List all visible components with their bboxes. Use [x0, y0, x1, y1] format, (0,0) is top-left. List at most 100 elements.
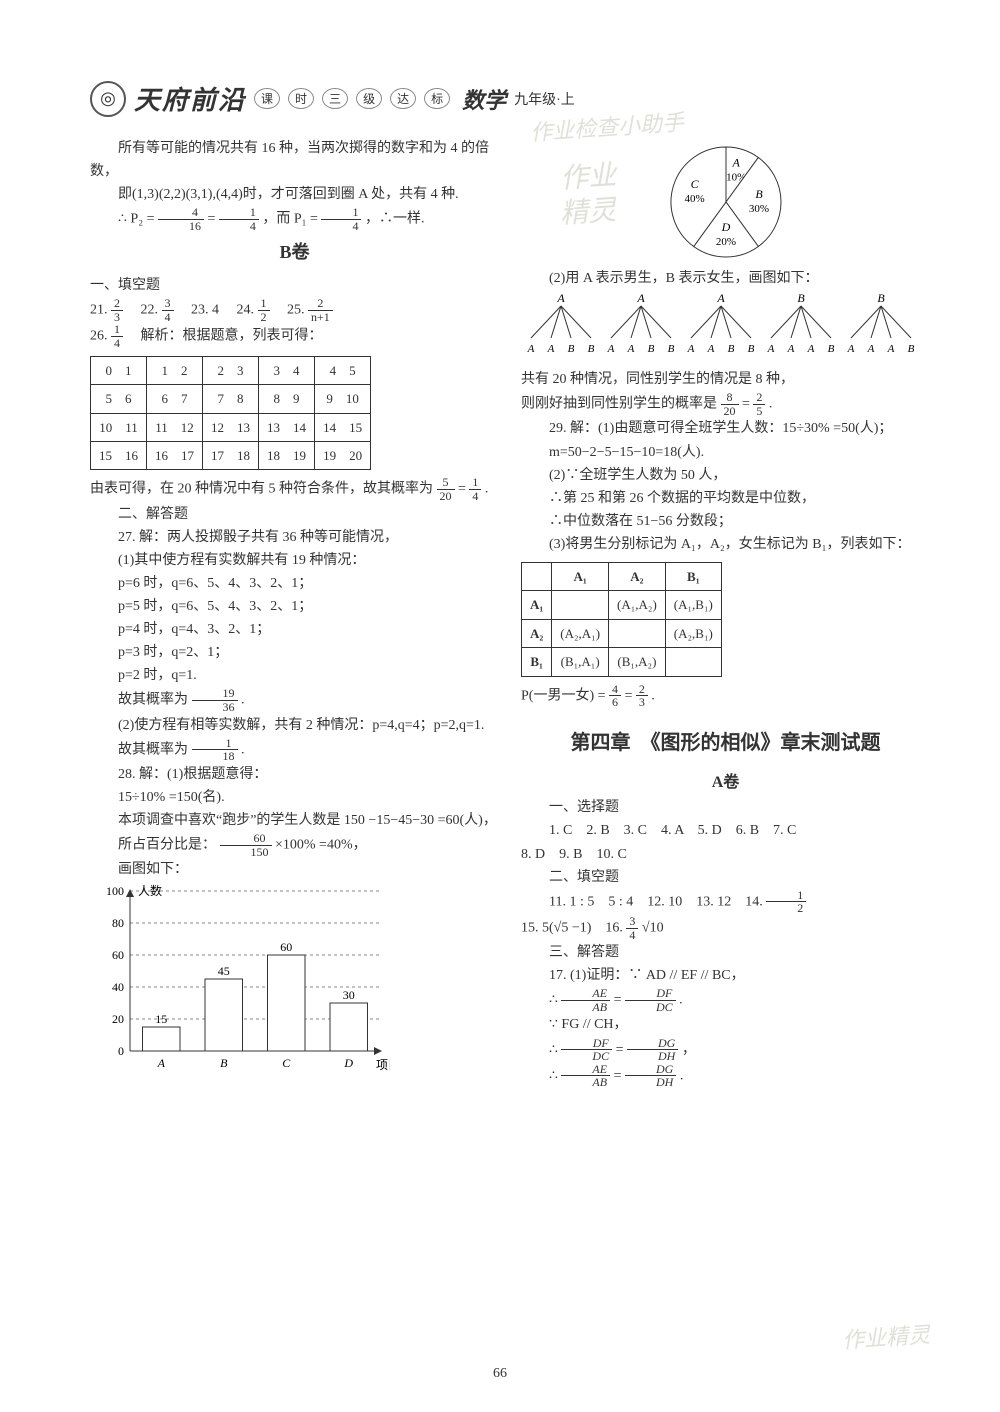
svg-text:80: 80 [112, 916, 124, 930]
para: p=5 时，q=6、5、4、3、2、1； [90, 595, 499, 618]
para: (2)使方程有相等实数解，共有 2 种情况：p=4,q=4；p=2,q=1. [90, 714, 499, 737]
svg-text:A: A [787, 343, 795, 355]
q26: 26. 14 解析：根据题意，列表可得： [90, 323, 499, 349]
para: p=6 时，q=6、5、4、3、2、1； [90, 572, 499, 595]
section-b-title: B卷 [90, 238, 499, 268]
svg-text:45: 45 [218, 964, 230, 978]
fraction: 14 [321, 206, 361, 232]
svg-text:B: B [908, 343, 915, 355]
brand-title: 天府前沿 [134, 80, 246, 117]
section-a-title: A卷 [521, 770, 930, 796]
svg-text:A: A [527, 343, 535, 355]
svg-text:40%: 40% [684, 193, 704, 205]
svg-text:B: B [797, 291, 805, 305]
svg-text:B: B [877, 291, 885, 305]
para: ∴ AEAB = DGDH . [521, 1063, 930, 1089]
para: 本项调查中喜欢“跑步”的学生人数是 150 −15−45−30 =60(人)， [90, 809, 499, 832]
pill: 标 [424, 88, 450, 109]
para: ∴第 25 和第 26 个数据的平均数是中位数， [521, 487, 930, 510]
para: 29. 解：(1)由题意可得全班学生人数：15÷30% =50(人)； [521, 417, 930, 440]
svg-text:A: A [607, 343, 615, 355]
svg-text:A: A [887, 343, 895, 355]
para: 所有等可能的情况共有 16 种，当两次掷得的数字和为 4 的倍数， [90, 137, 499, 183]
pill: 达 [390, 88, 416, 109]
svg-text:100: 100 [106, 884, 124, 898]
watermark: 作业精灵 [841, 1317, 931, 1355]
svg-text:A: A [716, 291, 725, 305]
para: (3)将男生分别标记为 A₁，A₂，女生标记为 B₁，列表如下： [521, 533, 930, 556]
svg-text:C: C [282, 1056, 291, 1070]
svg-text:B: B [668, 343, 675, 355]
bar-chart: 020406080100人数项目15A45B60C30D [90, 881, 390, 1081]
svg-text:60: 60 [112, 948, 124, 962]
pill: 三 [322, 88, 348, 109]
page-number: 66 [0, 1366, 1000, 1382]
subject: 数学 [462, 83, 506, 115]
pill: 时 [288, 88, 314, 109]
fb-answers: 11. 1 : 5 5 : 4 12. 10 13. 12 14. 12 [521, 889, 930, 915]
svg-text:A: A [731, 156, 740, 170]
svg-text:60: 60 [280, 940, 292, 954]
fb-label: 二、填空题 [521, 866, 930, 889]
para: 27. 解：两人投掷骰子共有 36 种等可能情况， [90, 526, 499, 549]
svg-text:30: 30 [343, 988, 355, 1002]
para: ∴ DFDC = DGDH ， [521, 1037, 930, 1063]
text: ∴ P₂ = [118, 212, 154, 227]
svg-text:D: D [343, 1056, 353, 1070]
probability-table: 0 11 22 33 44 55 66 77 88 99 1010 1111 1… [90, 356, 371, 471]
para: ∴ AEAB = DFDC . [521, 987, 930, 1013]
svg-text:B: B [828, 343, 835, 355]
fraction: 416 [158, 206, 204, 232]
text: ，而 P₁ = [262, 212, 318, 227]
svg-text:A: A [627, 343, 635, 355]
para: 17. (1)证明：∵ AD // EF // BC， [521, 964, 930, 987]
para: 故其概率为 1936 . [90, 687, 499, 713]
para: P(一男一女) = 46 = 23 . [521, 683, 930, 709]
svg-text:20%: 20% [715, 236, 735, 248]
para: ∴ P₂ = 416 = 14 ，而 P₁ = 14 ，∴一样. [90, 206, 499, 232]
para: (2)∵全班学生人数为 50 人， [521, 464, 930, 487]
para: ∴中位数落在 51−56 分数段； [521, 510, 930, 533]
fb-answers: 15. 5(√5 −1) 16. 34 √10 [521, 915, 930, 941]
svg-text:30%: 30% [748, 203, 768, 215]
para: 28. 解：(1)根据题意得： [90, 763, 499, 786]
para: 15÷10% =150(名). [90, 786, 499, 809]
para: 则刚好抽到同性别学生的概率是 820 = 25 . [521, 391, 930, 417]
svg-text:B: B [568, 343, 575, 355]
svg-text:A: A [847, 343, 855, 355]
svg-text:40: 40 [112, 980, 124, 994]
svg-text:项目: 项目 [376, 1058, 390, 1072]
para: 由表可得，在 20 种情况中有 5 种符合条件，故其概率为 520 = 14 . [90, 476, 499, 502]
para: 即(1,3)(2,2)(3,1),(4,4)时，才可落回到圈 A 处，共有 4 … [90, 183, 499, 206]
text: ，∴一样. [365, 212, 425, 227]
para: p=4 时，q=4、3、2、1； [90, 618, 499, 641]
svg-text:20: 20 [112, 1012, 124, 1026]
para: m=50−2−5−15−10=18(人). [521, 441, 930, 464]
answer-label: 二、解答题 [90, 503, 499, 526]
para: p=2 时，q=1. [90, 664, 499, 687]
para: ∵ FG // CH， [521, 1013, 930, 1036]
svg-text:B: B [728, 343, 735, 355]
pair-table: A₁A₂B₁A₁(A₁,A₂)(A₁,B₁)A₂(A₂,A₁)(A₂,B₁)B₁… [521, 562, 722, 677]
fill-label: 一、填空题 [90, 274, 499, 297]
mc-answers: 1. C 2. B 3. C 4. A 5. D 6. B 7. C [521, 819, 930, 842]
svg-text:D: D [720, 220, 730, 234]
svg-text:B: B [648, 343, 655, 355]
left-column: 所有等可能的情况共有 16 种，当两次掷得的数字和为 4 的倍数， 即(1,3)… [90, 137, 499, 1089]
page-header: ◎ 天府前沿 课 时 三 级 达 标 数学 九年级·上 [90, 80, 930, 123]
svg-text:A: A [767, 343, 775, 355]
svg-text:B: B [755, 187, 763, 201]
para: 故其概率为 118 . [90, 737, 499, 763]
para: p=3 时，q=2、1； [90, 641, 499, 664]
svg-text:B: B [220, 1056, 228, 1070]
para: (1)其中使方程有实数解共有 19 种情况： [90, 549, 499, 572]
svg-text:A: A [547, 343, 555, 355]
para: 共有 20 种情况，同性别学生的情况是 8 种， [521, 368, 930, 391]
pie-chart: A10%B30%D20%C40% [636, 137, 816, 267]
logo-icon: ◎ [90, 81, 126, 117]
grade-label: 九年级·上 [514, 89, 575, 109]
tree-diagram: AAABBAAABBAAABBBAAABBAAAB [521, 290, 921, 360]
svg-text:C: C [690, 177, 699, 191]
para: 画图如下： [90, 858, 499, 881]
pill: 级 [356, 88, 382, 109]
